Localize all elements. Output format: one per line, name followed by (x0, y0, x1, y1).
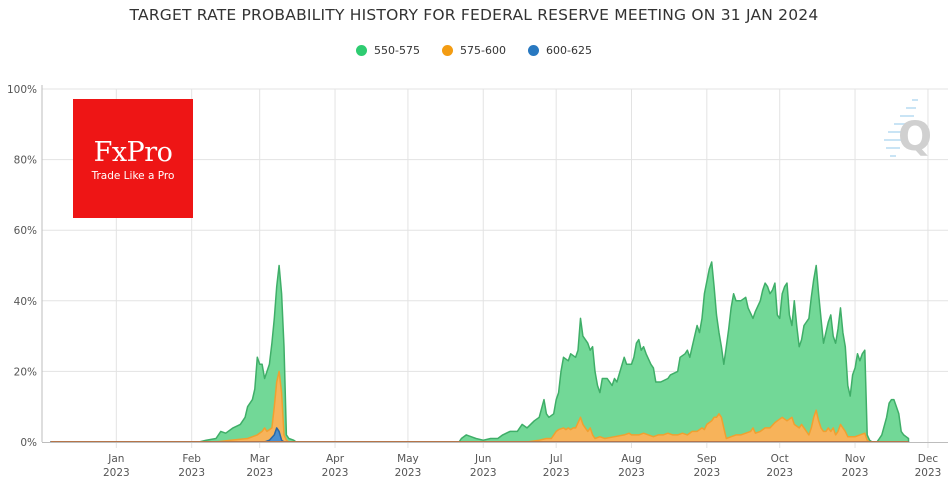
axes (41, 85, 948, 443)
x-tick-label-month: Oct (771, 453, 789, 465)
x-tick-label-year: 2023 (246, 467, 273, 479)
legend-item-575-600[interactable]: 575-600 (442, 44, 506, 57)
x-tick-label-month: Apr (326, 453, 345, 465)
legend-label: 550-575 (374, 44, 421, 57)
x-tick-label-month: Jan (107, 453, 124, 465)
x-tick-label-year: 2023 (395, 467, 422, 479)
legend-item-550-575[interactable]: 550-575 (356, 44, 420, 57)
area-series-550-575 (49, 261, 910, 443)
area-series-575-600 (49, 370, 910, 443)
y-tick-labels: 0% 20% 40% 60% 80% 100% (7, 84, 37, 449)
logo-tagline: Trade Like a Pro (91, 170, 175, 182)
fxpro-logo: FxPro Trade Like a Pro (73, 99, 193, 218)
x-tick-label-month: Jun (474, 453, 491, 465)
legend-item-600-625[interactable]: 600-625 (527, 44, 592, 57)
x-tick-label-month: Nov (845, 453, 866, 465)
y-tick-label: 100% (7, 84, 37, 96)
legend-dot-icon (356, 45, 368, 56)
y-tick-label: 80% (14, 155, 37, 167)
chart-legend: 550-575 575-600 600-625 (0, 44, 948, 57)
x-tick-label-month: Jul (549, 453, 563, 465)
x-tick-label-year: 2023 (842, 467, 869, 479)
x-tick-label-year: 2023 (103, 467, 130, 479)
watermark-logo: Q (884, 99, 932, 160)
x-tick-label-year: 2023 (322, 467, 349, 479)
x-tick-label-month: Sep (697, 453, 717, 465)
x-tick-label-year: 2023 (693, 467, 720, 479)
x-tick-label-month: Aug (621, 453, 642, 465)
x-tick-label-year: 2023 (618, 467, 645, 479)
x-tick-label-month: Dec (918, 453, 939, 465)
x-tick-label-year: 2023 (915, 467, 942, 479)
logo-brand: FxPro (93, 137, 173, 168)
watermark-letter: Q (898, 114, 932, 160)
chart-title: TARGET RATE PROBABILITY HISTORY FOR FEDE… (129, 6, 819, 24)
speed-lines-icon (884, 99, 918, 157)
legend-label: 600-625 (545, 44, 592, 57)
x-tick-label-year: 2023 (178, 467, 205, 479)
x-tick-label-month: Feb (182, 453, 201, 465)
y-tick-label: 60% (14, 225, 37, 237)
y-tick-label: 40% (14, 296, 37, 308)
y-tick-label: 0% (20, 437, 37, 449)
x-tick-label-month: May (397, 453, 419, 465)
x-tick-label-year: 2023 (543, 467, 570, 479)
x-tick-label-year: 2023 (470, 467, 497, 479)
legend-dot-icon (442, 45, 454, 56)
legend-dot-icon (527, 45, 539, 56)
x-tick-label-year: 2023 (766, 467, 793, 479)
legend-label: 575-600 (460, 44, 506, 57)
y-tick-label: 20% (14, 366, 37, 378)
x-tick-label-month: Mar (250, 453, 270, 465)
x-tick-labels: Jan 2023 Feb 2023 Mar 2023 Apr 2023 May 2023 Jun 20… (103, 453, 941, 479)
